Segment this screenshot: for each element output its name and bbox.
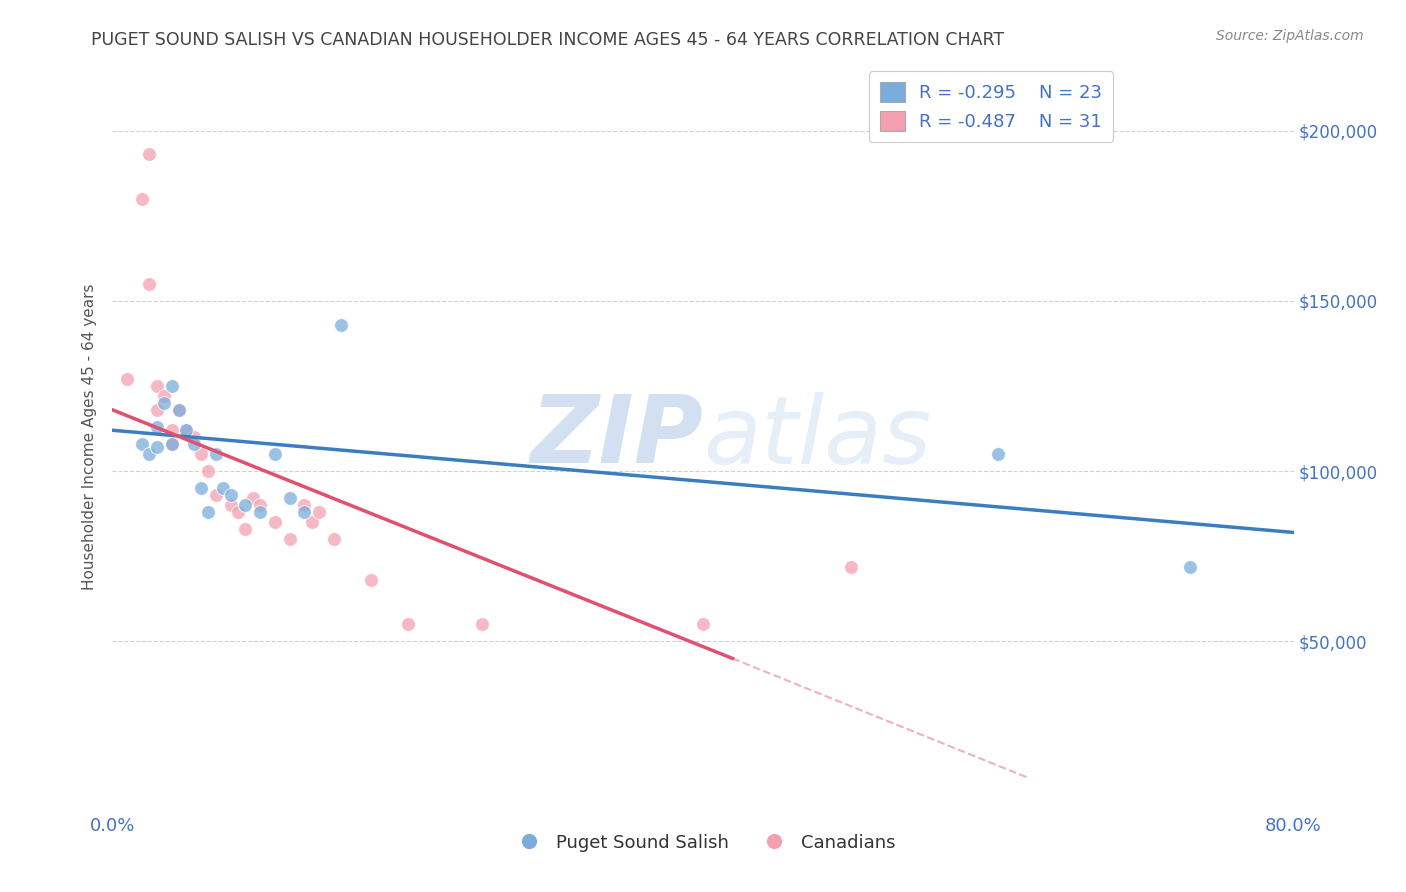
Point (692, 617, 714, 632)
Point (219, 488, 242, 502)
Point (301, 515, 323, 529)
Point (131, 192, 153, 206)
Point (138, 277, 160, 291)
Point (153, 396, 176, 410)
Point (174, 423, 197, 437)
Point (117, 372, 138, 386)
Point (330, 318, 353, 332)
Point (396, 617, 419, 632)
Text: atlas: atlas (703, 392, 931, 483)
Point (183, 437, 205, 451)
Point (167, 402, 190, 417)
Point (205, 488, 228, 502)
Point (323, 533, 346, 547)
Point (264, 447, 287, 461)
Point (219, 498, 242, 512)
Text: Source: ZipAtlas.com: Source: ZipAtlas.com (1216, 29, 1364, 43)
Legend: Puget Sound Salish, Canadians: Puget Sound Salish, Canadians (503, 827, 903, 859)
Point (146, 420, 169, 434)
Point (233, 498, 256, 512)
Point (249, 505, 271, 519)
Point (292, 505, 315, 519)
Text: PUGET SOUND SALISH VS CANADIAN HOUSEHOLDER INCOME AGES 45 - 64 YEARS CORRELATION: PUGET SOUND SALISH VS CANADIAN HOUSEHOLD… (91, 31, 1004, 49)
Point (197, 505, 219, 519)
Point (160, 437, 183, 451)
Point (167, 402, 190, 417)
Point (138, 147, 160, 161)
Point (839, 559, 862, 574)
Point (242, 491, 264, 506)
Point (1178, 559, 1201, 574)
Point (205, 447, 228, 461)
Point (174, 423, 197, 437)
Point (190, 447, 212, 461)
Point (212, 481, 235, 495)
Point (360, 573, 382, 587)
Point (278, 491, 301, 506)
Point (264, 515, 287, 529)
Point (160, 437, 183, 451)
Point (138, 447, 160, 461)
Point (308, 505, 330, 519)
Point (160, 379, 183, 393)
Point (292, 498, 315, 512)
Point (190, 481, 212, 495)
Point (197, 464, 219, 478)
Point (160, 423, 183, 437)
Point (233, 522, 256, 536)
Point (278, 533, 301, 547)
Point (226, 505, 249, 519)
Point (153, 389, 176, 403)
Point (987, 447, 1010, 461)
Text: ZIP: ZIP (530, 391, 703, 483)
Point (249, 498, 271, 512)
Point (146, 402, 169, 417)
Point (131, 437, 153, 451)
Y-axis label: Householder Income Ages 45 - 64 years: Householder Income Ages 45 - 64 years (82, 284, 97, 591)
Point (183, 430, 205, 444)
Point (470, 617, 494, 632)
Point (146, 440, 169, 454)
Point (146, 379, 169, 393)
